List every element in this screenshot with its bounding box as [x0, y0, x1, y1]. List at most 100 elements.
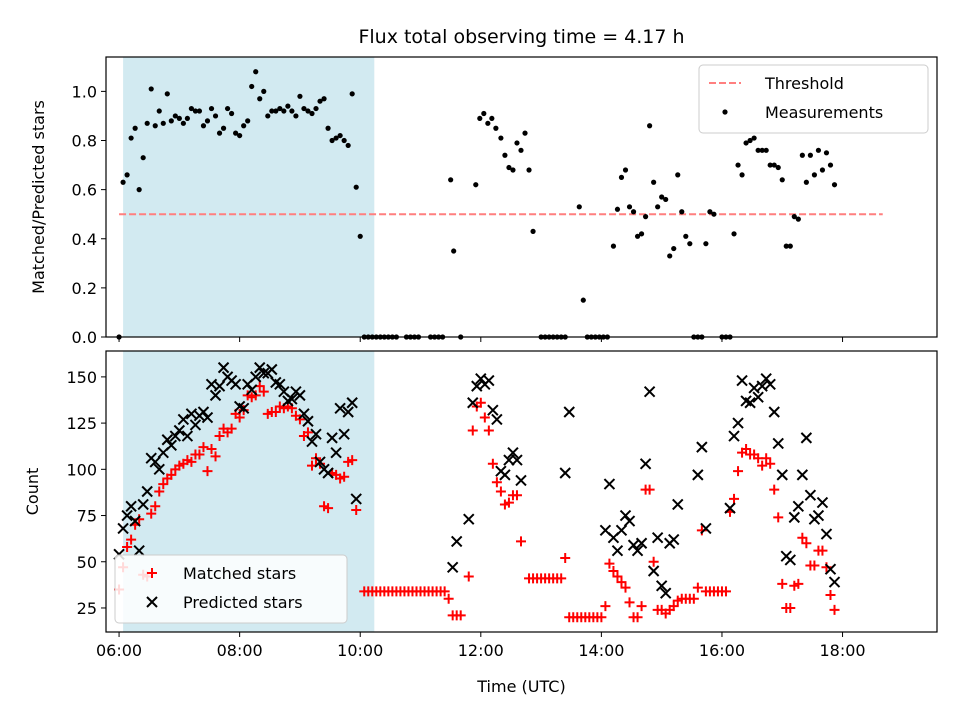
- predicted-star-marker: [310, 428, 322, 440]
- matched-star-marker: [198, 442, 209, 453]
- measurement-point: [253, 69, 259, 75]
- predicted-star-marker: [631, 544, 644, 557]
- legend-predicted-swatch: [146, 596, 158, 608]
- measurement-point: [735, 162, 741, 168]
- matched-star-marker: [487, 458, 498, 469]
- measurement-point: [618, 174, 625, 180]
- legend: Matched stars Predicted stars: [114, 554, 348, 624]
- measurement-point: [277, 105, 283, 112]
- x-tick-label: 08:00: [217, 641, 263, 660]
- predicted-star-marker: [463, 513, 475, 525]
- measurement-point: [156, 108, 162, 114]
- predicted-star-marker: [346, 397, 358, 409]
- matched-star-marker: [186, 456, 197, 467]
- measurement-point: [333, 135, 339, 141]
- predicted-star-marker: [298, 408, 310, 420]
- predicted-star-marker: [668, 533, 680, 546]
- predicted-star-marker: [338, 428, 350, 440]
- y-tick-label: 0.8: [72, 132, 97, 151]
- measurement-point: [321, 96, 327, 102]
- measurement-point: [747, 137, 753, 144]
- measurement-point: [192, 108, 199, 114]
- predicted-star-marker: [700, 522, 712, 535]
- measurement-point: [269, 108, 275, 114]
- predicted-star-marker: [169, 430, 182, 442]
- measurement-point: [245, 118, 251, 124]
- measurement-point: [349, 91, 355, 97]
- y-tick-label: 1.0: [72, 82, 97, 101]
- legend-measurement-swatch: [722, 109, 728, 115]
- predicted-star-marker: [342, 406, 354, 418]
- measurement-point: [638, 231, 645, 237]
- measurement-point: [184, 115, 190, 122]
- predicted-star-marker: [133, 544, 145, 557]
- predicted-star-marker: [812, 509, 825, 522]
- matched-star-marker: [122, 541, 133, 552]
- x-axis-label: Time (UTC): [476, 677, 565, 696]
- matched-star-marker: [817, 545, 828, 556]
- measurement-point: [751, 135, 757, 141]
- matched-star-marker: [515, 536, 526, 547]
- y-axis-label: Matched/Predicted stars: [29, 100, 48, 294]
- matched-star-marker: [511, 490, 522, 501]
- predicted-star-marker: [559, 467, 571, 479]
- measurement-point: [148, 86, 154, 92]
- predicted-star-marker: [450, 535, 463, 548]
- matched-star-marker: [347, 455, 358, 466]
- measurement-point: [448, 177, 454, 183]
- x-tick-label: 18:00: [819, 641, 865, 660]
- matched-star-marker: [777, 578, 788, 589]
- predicted-star-marker: [563, 406, 575, 418]
- matched-star-marker: [150, 501, 161, 512]
- matched-star-marker: [339, 471, 350, 482]
- measurement-point: [200, 123, 207, 129]
- matched-star-marker: [475, 397, 486, 408]
- matched-star-marker: [351, 504, 362, 515]
- predicted-star-marker: [635, 537, 648, 549]
- measurement-point: [297, 93, 303, 99]
- measurement-point: [309, 110, 315, 117]
- predicted-star-marker: [217, 361, 230, 374]
- measurement-point: [634, 233, 641, 239]
- matched-star-marker: [604, 558, 615, 569]
- measurement-point: [630, 209, 637, 215]
- y-tick-label: 125: [66, 414, 97, 433]
- measurement-point: [787, 243, 793, 249]
- measurement-point: [771, 162, 777, 168]
- measurement-point: [353, 184, 359, 190]
- axes-frame: [105, 350, 938, 633]
- y-tick-label: 0.2: [72, 279, 97, 298]
- measurement-point: [526, 167, 532, 173]
- predicted-star-marker: [736, 374, 748, 387]
- predicted-star-marker: [732, 417, 744, 429]
- predicted-star-marker: [611, 544, 624, 557]
- measurement-point: [831, 182, 838, 188]
- matched-star-marker: [668, 601, 679, 612]
- predicted-star-marker: [141, 485, 153, 498]
- y-tick-label: 100: [66, 460, 97, 479]
- predicted-star-marker: [483, 374, 495, 387]
- y-tick-label: 0.4: [72, 230, 97, 249]
- measurement-point: [803, 179, 809, 185]
- predicted-star-marker: [173, 424, 186, 437]
- measurement-point: [783, 243, 789, 249]
- measurement-point: [671, 245, 677, 252]
- predicted-star-marker: [507, 446, 519, 459]
- predicted-star-marker: [274, 378, 286, 390]
- matched-star-marker: [773, 512, 784, 523]
- measurement-point: [289, 108, 295, 114]
- measurement-point: [341, 137, 347, 144]
- measurement-point: [703, 241, 709, 247]
- matched-star-marker: [632, 612, 643, 623]
- measurement-point: [651, 179, 657, 185]
- measurement-point: [229, 110, 235, 117]
- measurement-point: [337, 132, 343, 139]
- predicted-star-marker: [619, 509, 632, 522]
- measurement-point: [739, 172, 745, 178]
- measurement-point: [815, 147, 822, 153]
- predicted-star-marker: [696, 441, 708, 453]
- predicted-star-marker: [768, 406, 780, 418]
- predicted-star-marker: [322, 467, 334, 479]
- measurement-point: [249, 83, 255, 90]
